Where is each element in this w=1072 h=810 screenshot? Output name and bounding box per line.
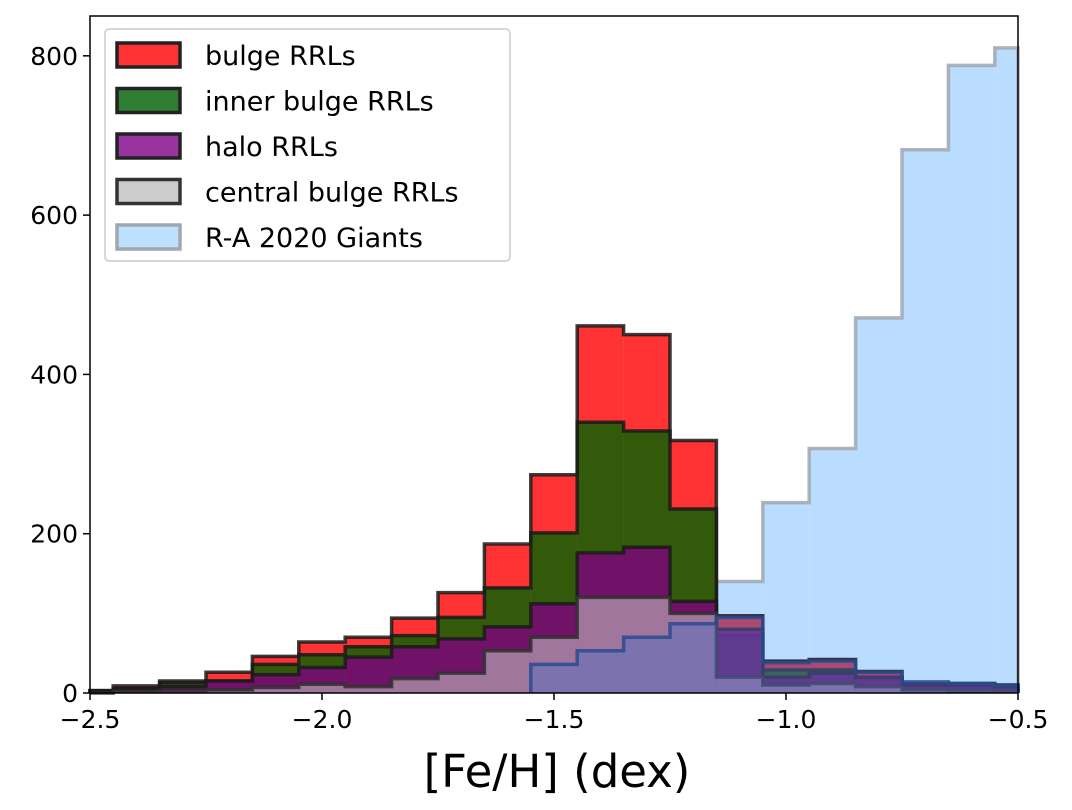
y-tick-label: 200 <box>30 520 78 549</box>
x-axis-ticks: −2.5 −2.0 −1.5 −1.0 −0.5 <box>60 693 1049 734</box>
histogram-bar <box>345 686 392 693</box>
histogram-bar <box>902 149 949 693</box>
histogram-bar <box>206 681 253 693</box>
histogram-bar <box>809 683 856 693</box>
histogram-bar <box>716 677 763 693</box>
x-tick-label: −1.5 <box>524 705 585 734</box>
y-tick-label: 400 <box>30 360 78 389</box>
histogram-bars <box>88 46 1020 695</box>
legend-label: R-A 2020 Giants <box>205 223 423 254</box>
legend-label: inner bulge RRLs <box>205 87 434 118</box>
legend-swatch <box>115 177 182 206</box>
legend-swatch <box>115 223 182 251</box>
histogram-bar <box>530 664 578 693</box>
histogram-bar <box>902 681 949 693</box>
histogram-bar <box>762 662 810 693</box>
histogram-outline <box>88 545 1020 694</box>
histogram-bar <box>484 650 531 693</box>
histogram-bar <box>577 597 624 693</box>
histogram-bar <box>994 47 1018 693</box>
series-r-a-2020-giants <box>714 46 1020 694</box>
histogram-outline <box>90 595 1020 695</box>
histogram-bar <box>809 661 856 693</box>
legend-label: halo RRLs <box>205 132 338 163</box>
x-tick-label: −1.0 <box>756 705 817 734</box>
histogram-bar <box>623 597 670 693</box>
y-tick-label: 600 <box>30 201 78 230</box>
x-tick-label: −0.5 <box>988 705 1049 734</box>
histogram-bar <box>855 686 902 693</box>
series-central-bulge-rrls <box>90 595 1020 695</box>
histogram-bar <box>438 673 485 693</box>
x-tick-label: −2.5 <box>60 705 121 734</box>
histogram-bar <box>298 684 346 693</box>
legend-box <box>104 28 511 262</box>
histogram-bar <box>809 448 856 693</box>
legend-label: central bulge RRLs <box>205 178 459 209</box>
histogram-bar <box>994 685 1018 693</box>
histogram-bar <box>623 637 670 693</box>
histogram-bar <box>252 687 299 693</box>
legend-swatch <box>115 86 182 115</box>
histogram-bar <box>948 683 995 693</box>
y-tick-label: 800 <box>30 42 78 71</box>
legend-label: bulge RRLs <box>205 41 356 72</box>
histogram-bar <box>670 623 717 693</box>
y-tick-label: 0 <box>62 679 78 708</box>
histogram-bar <box>391 678 438 693</box>
legend-swatch <box>115 41 182 69</box>
histogram-bar <box>577 650 624 693</box>
histogram-bar <box>855 672 902 693</box>
legend: bulge RRLs inner bulge RRLs halo RRLs centr… <box>104 28 511 262</box>
histogram-bar <box>670 613 717 693</box>
histogram-bar <box>855 317 902 693</box>
x-tick-label: −2.0 <box>292 705 353 734</box>
legend-swatch <box>115 132 182 160</box>
histogram-outline <box>529 615 1020 693</box>
histogram-bar <box>762 685 810 693</box>
series-blue-overlay <box>529 615 1020 693</box>
histogram-outline <box>714 46 1020 693</box>
y-axis-ticks: 0 200 400 600 800 <box>30 42 90 708</box>
histogram-bar <box>716 617 763 693</box>
histogram-bar <box>948 65 995 694</box>
x-axis-title: [Fe/H] (dex) <box>424 745 691 798</box>
